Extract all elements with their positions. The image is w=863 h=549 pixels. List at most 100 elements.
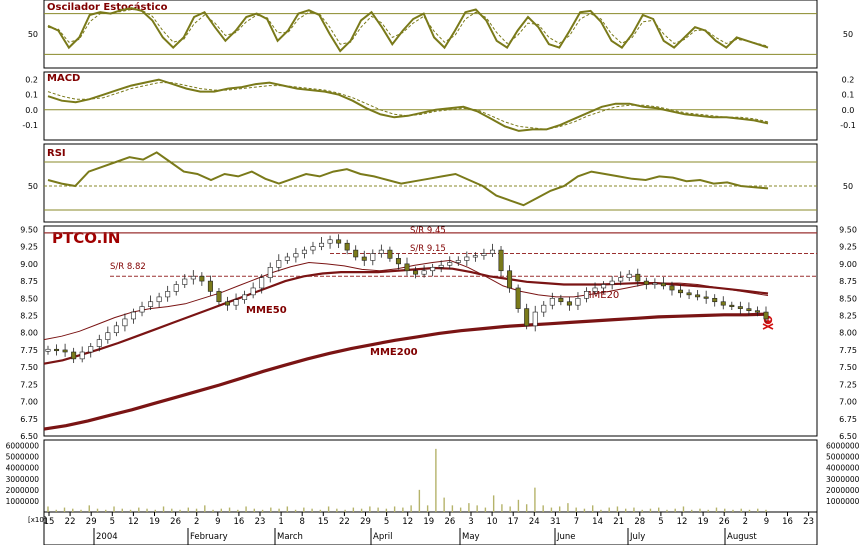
x-tick-label: 12 [677,517,688,527]
candle-body [378,249,384,254]
price-tick-label-right: 7.75 [839,346,857,355]
candle-body [541,304,547,313]
stochastic-title: Oscilador Estocástico [47,1,168,13]
mme200-label: MME200 [370,347,418,358]
x-tick-label: 9 [215,517,220,527]
macd-tick-label-left: 0.0 [25,106,38,115]
macd-tick-label-left: 0.2 [25,76,38,85]
rsi-tick-label-right: 50 [843,182,853,191]
x-tick-label: 28 [634,517,645,527]
candle-body [148,301,154,307]
candle-body [250,287,256,296]
panel-frame-vol [43,439,818,513]
candle-body [156,296,162,303]
price-tick-label-right: 7.00 [839,398,857,407]
x-tick-label: 23 [255,517,266,527]
macd-tick-label-right: 0.1 [842,91,855,100]
candle-body [507,270,513,289]
candle-body [413,270,419,275]
candle-body [327,239,333,244]
x-tick-label: 15 [318,517,329,527]
candle-body [601,284,607,289]
price-tick-label-left: 9.00 [20,260,38,269]
candle-body [310,246,316,251]
volume-tick-label-left: 3000000 [6,475,40,484]
x-tick-label: 14 [592,517,603,527]
x-tick-label: 1 [278,517,283,527]
month-label: March [277,532,303,542]
price-tick-label-right: 9.50 [839,225,857,234]
candle-body [387,249,393,259]
candle-body [122,318,128,327]
price-tick-label-right: 9.25 [839,243,857,252]
volume-tick-label-right: 6000000 [826,442,860,451]
candle-body [207,280,213,292]
candle-body [609,280,615,285]
rsi-title: RSI [47,148,66,159]
macd-line [47,78,769,132]
candle-body [199,275,205,282]
candle-body [130,311,136,320]
volume-unit-label: [x10] [28,516,47,524]
volume-tick-label-right: 4000000 [826,464,860,473]
candle-body [190,275,196,280]
candle-body [361,256,367,261]
month-label: February [190,532,228,542]
x-tick-label: 15 [44,517,55,527]
price-tick-label-left: 9.50 [20,225,38,234]
candle-body [113,325,119,334]
panel-frames [43,0,818,546]
candle-body [242,294,248,300]
price-tick-label-left: 6.50 [20,432,38,441]
x-tick-label: 12 [402,517,413,527]
candle-body [88,346,94,353]
price-tick-label-right: 8.00 [839,329,857,338]
volume-tick-label-left: 5000000 [6,453,40,462]
stoch-line [47,7,769,53]
x-tick-label: 26 [719,517,730,527]
rsi-tick-label-left: 50 [28,182,38,191]
candle-body [720,301,726,306]
x-tick-label: 24 [529,517,540,527]
ticker-symbol: PTCO.IN [52,229,121,247]
x-tick-label: 22 [339,517,350,527]
price-tick-label-right: 7.50 [839,363,857,372]
macd-signal-line [47,82,769,130]
candle-body [319,242,325,247]
x-tick-label: 8 [299,517,304,527]
volume-tick-label-right: 1000000 [826,497,860,506]
volume-tick-label-left: 4000000 [6,464,40,473]
x-tick-label: 5 [384,517,389,527]
candle-body [618,277,624,282]
candle-body [353,249,359,258]
sr-882-label: S/R 8.82 [110,262,146,272]
x-tick-label: 21 [613,517,624,527]
candle-body [635,273,641,282]
candle-body [669,285,675,291]
mme50-label: MME50 [246,305,287,316]
candle-body [729,304,735,307]
macd-title: MACD [47,73,80,84]
candle-body [62,349,68,353]
price-tick-label-left: 7.00 [20,398,38,407]
x-tick-label: 2 [743,517,748,527]
candle-body [139,306,145,313]
candle-body [592,287,598,292]
price-tick-label-right: 8.50 [839,294,857,303]
candle-body [558,297,564,303]
candle-body [652,282,658,285]
candle-body [395,258,401,265]
candle-body [515,287,521,309]
volume-tick-label-left: 6000000 [6,442,40,451]
stoch-tick-label-right: 50 [843,30,853,39]
candle-body [259,277,265,289]
x-tick-label: 5 [110,517,115,527]
volume-tick-label-left: 2000000 [6,486,40,495]
candle-body [430,267,436,272]
price-tick-label-right: 8.75 [839,277,857,286]
candle-body [105,332,111,340]
candle-body [438,264,444,268]
stoch-tick-label-left: 50 [28,30,38,39]
